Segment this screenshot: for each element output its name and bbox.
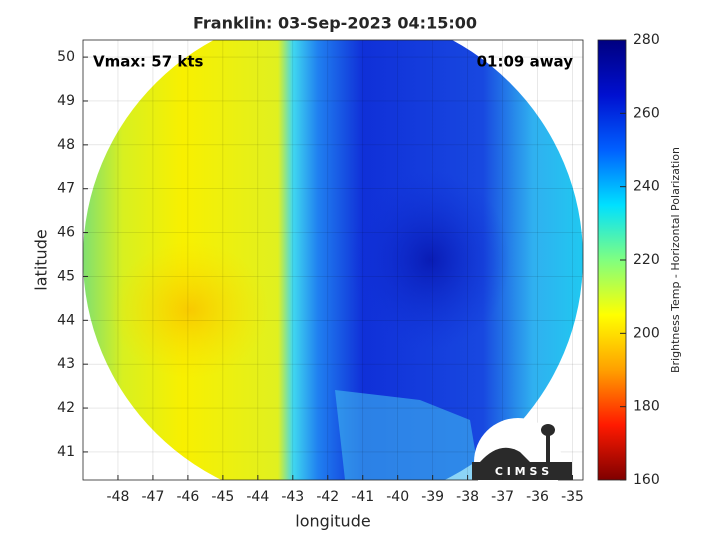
- y-tick-label: 44: [57, 312, 75, 328]
- x-tick-label: -45: [211, 489, 234, 505]
- logo-text: C I M S S: [495, 465, 549, 478]
- x-tick-label: -48: [107, 489, 130, 505]
- grid: [83, 40, 583, 480]
- colorbar-tick-label: 220: [633, 252, 660, 268]
- colorbar-tick-label: 180: [633, 399, 660, 415]
- x-tick-label: -39: [421, 489, 444, 505]
- plot-frame: [82, 39, 584, 481]
- x-tick-label: -36: [526, 489, 549, 505]
- x-tick-label: -38: [456, 489, 479, 505]
- x-tick-label: -40: [386, 489, 409, 505]
- x-tick-label: -42: [316, 489, 339, 505]
- annotation: 01:09 away: [477, 53, 574, 71]
- satellite-swath: [83, 40, 583, 480]
- y-tick-label: 49: [57, 93, 75, 109]
- x-axis-label: longitude: [295, 512, 370, 531]
- y-tick-label: 46: [57, 225, 75, 241]
- y-tick-label: 48: [57, 137, 75, 153]
- colorbar-tick-label: 200: [633, 325, 660, 341]
- y-tick-label: 41: [57, 444, 75, 460]
- x-tick-label: -43: [281, 489, 304, 505]
- colorbar-label: Brightness Temp - Horizontal Polarizatio…: [669, 147, 682, 373]
- y-axis-label: latitude: [32, 229, 51, 290]
- y-tick-label: 45: [57, 268, 75, 284]
- colorbar-tick-label: 240: [633, 179, 660, 195]
- colorbar-tick-label: 260: [633, 105, 660, 121]
- y-tick-label: 50: [57, 49, 75, 65]
- x-tick-label: -41: [351, 489, 374, 505]
- x-tick-label: -44: [246, 489, 269, 505]
- y-tick-label: 42: [57, 400, 75, 416]
- x-tick-label: -35: [561, 489, 584, 505]
- annotation: Vmax: 57 kts: [93, 53, 203, 71]
- colorbar-tick-label: 160: [633, 472, 660, 488]
- x-tick-label: -47: [141, 489, 164, 505]
- chart-title: Franklin: 03-Sep-2023 04:15:00: [193, 14, 477, 33]
- y-tick-label: 47: [57, 181, 75, 197]
- colorbar-tick-label: 280: [633, 32, 660, 48]
- x-tick-label: -37: [491, 489, 514, 505]
- cimss-logo: C I M S S: [472, 418, 572, 506]
- y-tick-label: 43: [57, 356, 75, 372]
- x-tick-label: -46: [176, 489, 199, 505]
